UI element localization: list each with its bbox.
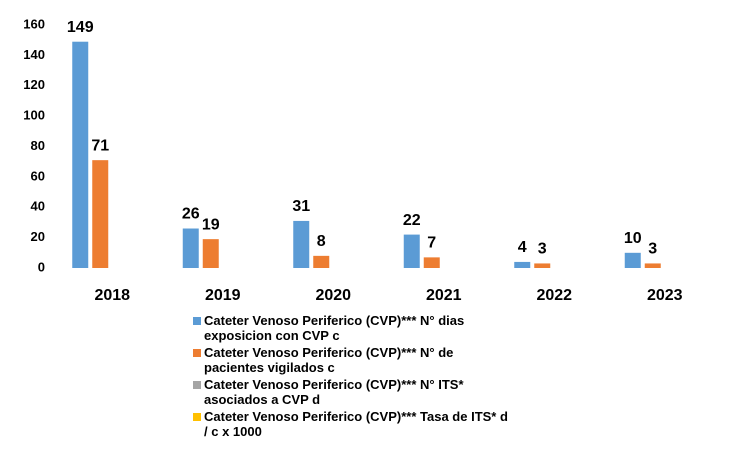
bar <box>92 160 109 268</box>
bar <box>293 220 310 268</box>
value-label: 31 <box>292 198 310 215</box>
y-tick-label: 40 <box>31 199 45 214</box>
bar <box>514 261 531 268</box>
legend-label: Cateter Venoso Periferico (CVP)*** N° IT… <box>204 377 464 407</box>
value-label: 4 <box>518 239 527 256</box>
y-tick-label: 120 <box>23 77 45 92</box>
y-tick-label: 0 <box>38 259 45 274</box>
legend-label: Cateter Venoso Periferico (CVP)*** Tasa … <box>204 409 508 439</box>
bar <box>182 228 199 268</box>
y-tick-label: 60 <box>31 168 45 183</box>
y-tick-label: 100 <box>23 108 45 123</box>
value-label: 10 <box>624 230 642 247</box>
y-tick-label: 20 <box>31 229 45 244</box>
legend-swatch <box>193 381 201 389</box>
value-label: 3 <box>538 241 547 258</box>
bar <box>403 234 420 268</box>
value-label: 71 <box>91 137 109 154</box>
legend-swatch <box>193 317 201 325</box>
x-tick-label: 2022 <box>536 287 572 300</box>
y-tick-label: 140 <box>23 47 45 62</box>
value-label: 26 <box>182 206 200 223</box>
bar <box>202 239 219 268</box>
x-tick-label: 2023 <box>647 287 683 300</box>
value-label: 22 <box>403 212 421 229</box>
bar <box>72 41 89 268</box>
bar <box>313 255 330 268</box>
legend-item: Cateter Venoso Periferico (CVP)*** N° de… <box>193 345 513 375</box>
value-label: 3 <box>648 241 657 258</box>
value-label: 7 <box>427 235 436 252</box>
legend-label: Cateter Venoso Periferico (CVP)*** N° de… <box>204 345 454 375</box>
x-tick-label: 2018 <box>94 287 130 300</box>
bar <box>534 263 551 268</box>
x-tick-label: 2021 <box>426 287 462 300</box>
x-tick-label: 2019 <box>205 287 241 300</box>
y-tick-label: 80 <box>31 138 45 153</box>
legend-item: Cateter Venoso Periferico (CVP)*** N° IT… <box>193 377 513 407</box>
value-label: 19 <box>202 216 220 233</box>
x-tick-label: 2020 <box>315 287 351 300</box>
legend-label: Cateter Venoso Periferico (CVP)*** N° di… <box>204 313 465 343</box>
legend-item: Cateter Venoso Periferico (CVP)*** Tasa … <box>193 409 513 439</box>
bar <box>624 252 641 268</box>
value-label: 149 <box>67 19 94 36</box>
value-label: 8 <box>317 233 326 250</box>
legend-swatch <box>193 413 201 421</box>
bar <box>423 257 440 268</box>
legend: Cateter Venoso Periferico (CVP)*** N° di… <box>193 313 513 441</box>
bar <box>644 263 661 268</box>
legend-swatch <box>193 349 201 357</box>
y-tick-label: 160 <box>23 16 45 31</box>
legend-item: Cateter Venoso Periferico (CVP)*** N° di… <box>193 313 513 343</box>
